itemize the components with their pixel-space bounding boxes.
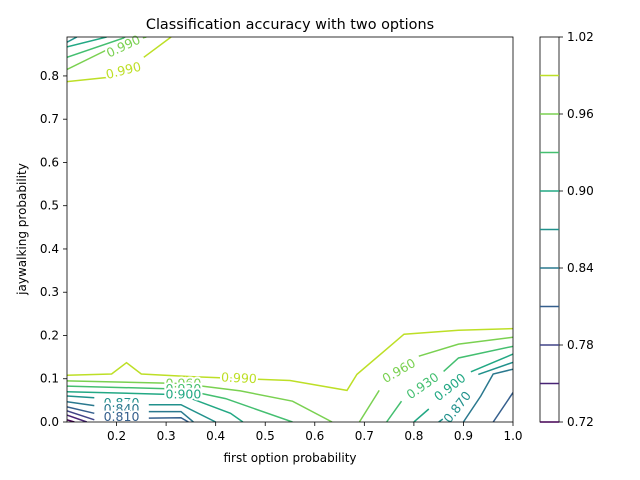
y-tick-label: 0.7 [40, 112, 59, 126]
contour-label-6: 0.870 [104, 395, 140, 410]
contour-layer [67, 37, 513, 422]
x-tick-label: 0.5 [256, 429, 275, 443]
contour-line-0_93-8 [67, 385, 293, 422]
contour-line-0_84-22 [148, 410, 194, 422]
colorbar-tick-label: 0.78 [567, 338, 594, 352]
contour-label-8: 0.810 [104, 409, 140, 424]
y-tick-label: 0.3 [40, 285, 59, 299]
x-tick-label: 0.8 [404, 429, 423, 443]
contour-line-0_84-23 [462, 368, 513, 422]
contour-line-0_96-4 [358, 390, 380, 422]
contour-line-0_90-13 [413, 408, 430, 422]
contour-label-7: 0.840 [104, 401, 140, 416]
x-tick-label: 0.4 [206, 429, 225, 443]
contour-line-0_96-3 [67, 380, 333, 422]
x-tick-label: 0.7 [355, 429, 374, 443]
y-tick-label: 0.8 [40, 69, 59, 83]
x-tick-label: 0.6 [305, 429, 324, 443]
contour-label-3: 0.960 [166, 376, 202, 391]
contour-line-0_78-27 [67, 410, 95, 421]
contour-line-0_87-19 [478, 361, 513, 376]
contour-label-1: 0.990 [104, 32, 143, 61]
x-tick-label: 0.3 [157, 429, 176, 443]
contour-line-0_99-1 [67, 76, 110, 83]
contour-line-0_90-12 [67, 390, 244, 422]
colorbar-tick-label: 0.90 [567, 184, 594, 198]
contour-line-0_96-6 [67, 49, 107, 71]
contour-line-0_81-25 [148, 416, 189, 422]
y-tick-label: 0.0 [40, 415, 59, 429]
contour-line-0_93-9 [385, 400, 403, 422]
contour-line-0_75-28 [67, 414, 88, 422]
contour-label-4: 0.930 [166, 381, 202, 396]
contour-line-0_81-26 [492, 392, 513, 422]
x-tick-label: 1.0 [503, 429, 522, 443]
colorbar-tick-label: 0.84 [567, 261, 594, 275]
x-axis-label: first option probability [223, 451, 356, 465]
contour-line-0_93-11 [67, 37, 127, 59]
y-tick-label: 0.1 [40, 372, 59, 386]
y-tick-label: 0.5 [40, 199, 59, 213]
contour-line-0_96-5 [418, 336, 513, 357]
contour-line-0_90-15 [67, 37, 107, 48]
contour-line-0_81-24 [67, 406, 95, 415]
contour-line-0_87-17 [148, 403, 217, 422]
contour-line-0_87-16 [67, 395, 95, 399]
contour-line-0_99-2 [143, 37, 172, 58]
x-tick-label: 0.9 [454, 429, 473, 443]
y-tick-label: 0.2 [40, 328, 59, 342]
contour-line-0_93-10 [443, 345, 513, 372]
contour-line-0_87-20 [67, 37, 78, 43]
y-tick-label: 0.4 [40, 242, 59, 256]
x-axis: 0.2 0.3 0.4 0.5 0.6 0.7 0.8 0.9 1.0 [107, 422, 523, 443]
contour-line-0_90-14 [470, 353, 513, 373]
contour-label-9: 0.960 [380, 355, 419, 386]
contour-line-0_99-0 [67, 327, 513, 392]
contour-label-2: 0.990 [221, 369, 258, 386]
chart-title: Classification accuracy with two options [146, 17, 434, 33]
contour-label-5: 0.900 [166, 387, 202, 402]
colorbar-tick-label: 0.96 [567, 107, 594, 121]
y-tick-label: 0.6 [40, 155, 59, 169]
contour-label-layer: 0.9900.9900.9900.9600.9300.9000.8700.840… [102, 30, 476, 428]
colorbar: 0.72 0.78 0.84 0.90 0.96 1.02 [539, 30, 594, 429]
y-axis: 0.0 0.1 0.2 0.3 0.4 0.5 0.6 0.7 0.8 [40, 69, 67, 429]
colorbar-tick-label: 1.02 [567, 30, 594, 44]
contour-line-0_87-18 [438, 417, 445, 422]
contour-line-0_84-21 [67, 400, 95, 407]
colorbar-tick-label: 0.72 [567, 415, 594, 429]
x-tick-label: 0.2 [107, 429, 126, 443]
y-axis-label: jaywalking probability [15, 163, 29, 296]
contour-label-0: 0.990 [104, 59, 142, 82]
plot-frame [66, 36, 514, 423]
